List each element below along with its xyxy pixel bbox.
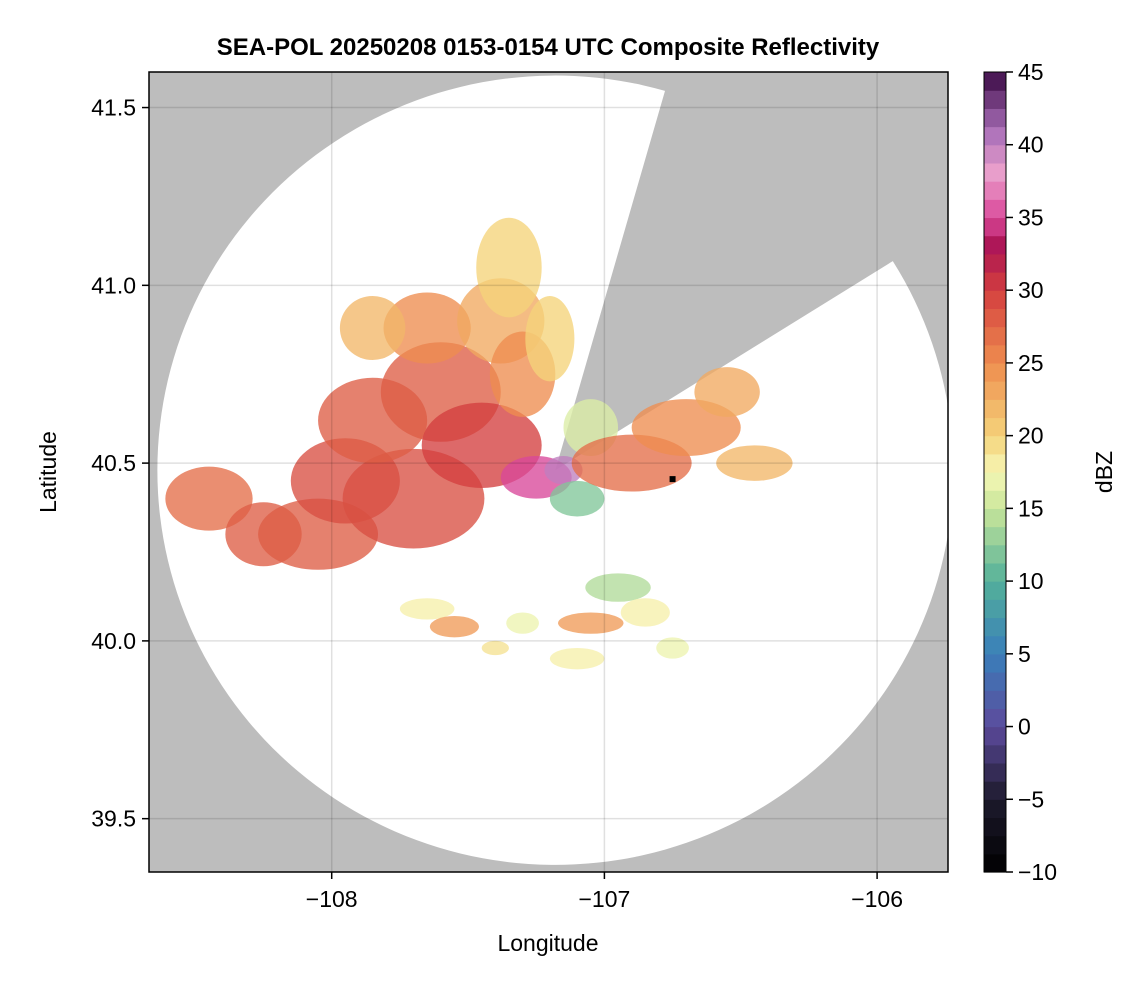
colorbar-tick-label-7: 25 — [1018, 350, 1044, 376]
colorbar-segment-12 — [984, 635, 1006, 655]
echo-region-20 — [694, 367, 760, 417]
colorbar-segment-26 — [984, 381, 1006, 400]
colorbar-segment-36 — [984, 199, 1006, 219]
colorbar-tick-label-4: 10 — [1018, 568, 1044, 594]
echo-region-11 — [476, 217, 542, 318]
y-tick-label-4: 41.5 — [91, 95, 136, 121]
colorbar-segment-7 — [984, 726, 1006, 746]
colorbar-segment-30 — [984, 308, 1006, 328]
colorbar-segment-39 — [984, 144, 1006, 164]
grid-lines — [149, 72, 948, 872]
x-axis-ticks: −108 −107 −106 — [306, 872, 903, 912]
colorbar-segment-14 — [984, 599, 1006, 619]
echo-region-30 — [481, 640, 509, 656]
colorbar-segment-34 — [984, 235, 1006, 255]
colorbar-segment-43 — [984, 72, 1006, 91]
colorbar-segment-24 — [984, 417, 1006, 437]
colorbar-segment-21 — [984, 472, 1006, 491]
echo-region-13 — [525, 296, 575, 382]
colorbar-segment-16 — [984, 562, 1006, 582]
echo-region-27 — [506, 612, 539, 634]
colorbar-segment-33 — [984, 253, 1006, 273]
y-axis-label: Latitude — [35, 431, 61, 513]
colorbar-tick-label-1: −5 — [1018, 786, 1044, 812]
colorbar-tick-label-3: 5 — [1018, 641, 1031, 667]
echo-region-8 — [383, 292, 471, 364]
colorbar-tick-label-5: 15 — [1018, 495, 1044, 521]
colorbar-segment-5 — [984, 762, 1006, 782]
colorbar-segment-37 — [984, 181, 1006, 200]
echo-region-23 — [620, 598, 670, 627]
colorbar-segment-27 — [984, 362, 1006, 382]
x-axis-label: Longitude — [497, 930, 598, 956]
colorbar-segment-3 — [984, 799, 1006, 819]
colorbar-tick-label-11: 45 — [1018, 59, 1044, 85]
colorbar-segment-42 — [984, 90, 1006, 109]
colorbar-tick-label-8: 30 — [1018, 277, 1044, 303]
colorbar-segment-41 — [984, 108, 1006, 128]
colorbar-segment-28 — [984, 344, 1006, 364]
y-tick-label-3: 41.0 — [91, 272, 136, 298]
colorbar-tick-label-10: 40 — [1018, 132, 1044, 158]
x-tick-label-1: −107 — [578, 886, 630, 912]
chart-title: SEA-POL 20250208 0153-0154 UTC Composite… — [217, 34, 880, 61]
echo-region-17 — [549, 480, 605, 517]
echo-region-25 — [429, 616, 479, 638]
colorbar-ticks: −10 −5 0 5 10 15 20 25 30 35 40 45 — [1006, 59, 1057, 885]
echo-region-26 — [558, 612, 624, 634]
echo-region-24 — [399, 598, 455, 620]
colorbar-segment-13 — [984, 617, 1006, 637]
colorbar-segment-19 — [984, 508, 1006, 528]
x-tick-label-0: −108 — [306, 886, 358, 912]
colorbar-segment-35 — [984, 217, 1006, 237]
colorbar-tick-label-2: 0 — [1018, 714, 1031, 740]
y-tick-label-1: 40.0 — [91, 628, 136, 654]
colorbar-segment-10 — [984, 672, 1006, 691]
colorbar — [983, 71, 1007, 873]
colorbar-segment-0 — [984, 853, 1006, 873]
echo-region-29 — [656, 637, 689, 659]
plot-frame — [148, 71, 949, 873]
colorbar-segment-2 — [984, 817, 1006, 837]
colorbar-segment-22 — [984, 453, 1006, 473]
colorbar-segment-31 — [984, 290, 1006, 309]
colorbar-segment-11 — [984, 653, 1006, 673]
echo-region-0 — [165, 466, 253, 531]
colorbar-segment-40 — [984, 126, 1006, 146]
colorbar-segment-6 — [984, 744, 1006, 764]
colorbar-segment-4 — [984, 781, 1006, 800]
colorbar-tick-label-0: −10 — [1018, 859, 1057, 885]
echo-region-12 — [339, 296, 406, 360]
colorbar-segment-29 — [984, 326, 1006, 346]
y-tick-label-2: 40.5 — [91, 450, 136, 476]
colorbar-segment-1 — [984, 835, 1006, 855]
echo-region-21 — [716, 445, 793, 481]
colorbar-tick-label-6: 20 — [1018, 423, 1044, 449]
x-tick-label-2: −106 — [851, 886, 903, 912]
colorbar-segment-25 — [984, 399, 1006, 419]
plot-area — [149, 72, 948, 872]
colorbar-tick-label-9: 35 — [1018, 204, 1044, 230]
colorbar-segment-38 — [984, 162, 1006, 182]
colorbar-segment-9 — [984, 690, 1006, 709]
y-axis-ticks: 39.5 40.0 40.5 41.0 41.5 — [91, 95, 149, 832]
colorbar-segment-8 — [984, 708, 1006, 728]
site-marker — [669, 476, 676, 483]
colorbar-segment-15 — [984, 581, 1006, 600]
colorbar-segment-23 — [984, 435, 1006, 455]
colorbar-frame — [983, 71, 1007, 873]
colorbar-label: dBZ — [1091, 451, 1117, 493]
y-tick-label-0: 39.5 — [91, 806, 136, 832]
colorbar-segment-17 — [984, 544, 1006, 564]
colorbar-segment-20 — [984, 490, 1006, 509]
echo-region-22 — [585, 573, 651, 602]
colorbar-segment-32 — [984, 272, 1006, 291]
colorbar-segment-18 — [984, 526, 1006, 546]
reflectivity-echoes — [165, 217, 793, 670]
echo-region-28 — [549, 648, 605, 670]
